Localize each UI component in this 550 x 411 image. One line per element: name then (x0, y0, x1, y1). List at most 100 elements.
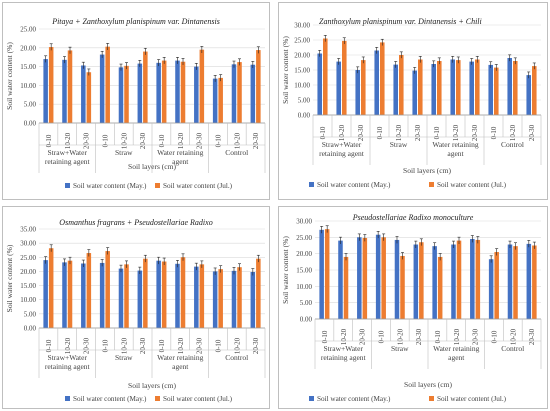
legend-swatch (65, 183, 70, 188)
y-tick-label: 20.00 (20, 44, 36, 52)
bar-jul (143, 51, 148, 124)
legend-label: Soil water content (May.) (317, 181, 391, 189)
group-label: Straw (115, 148, 133, 157)
y-axis-label: Soil water content (%) (5, 244, 14, 312)
x-tick-label: 20-30 (139, 337, 147, 354)
bar-may (431, 64, 436, 115)
bar-may (137, 63, 143, 123)
group-label: agent (448, 353, 465, 362)
bar-jul (418, 59, 423, 115)
x-tick-label: 20-30 (414, 124, 422, 141)
bar-chart: 0.00 5.00 10.00 15.00 20.00 25.00 Soil water c… (5, 26, 266, 190)
chart-panel-pitaya: Pitaya + Zanthoxylum planispinum var. Di… (2, 2, 270, 200)
group-label: Water retaining (432, 140, 478, 149)
bar-may (393, 64, 398, 115)
group-label: Straw (391, 344, 409, 353)
bar-may (194, 66, 199, 123)
legend-label: Soil water content (Jul.) (437, 395, 507, 403)
y-tick-label: 15.00 (20, 282, 36, 290)
bar-may (250, 271, 256, 328)
y-tick-label: 25.00 (20, 26, 36, 34)
x-tick-label: 10-20 (233, 337, 241, 354)
bar-chart: 0.00 5.00 10.00 15.00 20.00 25.00 30.00 35.00 So… (5, 226, 266, 403)
x-axis-label: Soil layers (cm) (404, 380, 452, 389)
y-tick-label: 10.00 (296, 283, 312, 291)
bar-may (507, 58, 512, 115)
bar-jul (161, 60, 167, 123)
bar-may (469, 61, 474, 115)
x-tick-label: 20-30 (196, 337, 204, 354)
x-tick-label: 20-30 (357, 124, 365, 141)
bar-may (43, 260, 48, 328)
bar-jul (256, 50, 261, 123)
legend-label: Soil water content (May.) (317, 395, 391, 403)
x-tick-label: 0-10 (214, 134, 222, 147)
y-tick-label: 35.00 (20, 226, 36, 234)
y-tick-label: 25.00 (296, 234, 312, 242)
chart-title: Zanthoxylum planispinum var. Dintanensis… (319, 17, 482, 26)
y-tick-label: 15.00 (294, 67, 310, 75)
y-axis-label: Soil water content (%) (281, 236, 290, 304)
y-tick-label: 5.00 (300, 299, 313, 307)
bar-jul (180, 61, 186, 123)
y-tick-label: 5.00 (298, 97, 311, 105)
bar-may (194, 266, 199, 328)
x-tick-label: 0-10 (214, 339, 222, 352)
x-tick-label: 0-10 (433, 126, 441, 139)
y-tick-label: 10.00 (20, 296, 36, 304)
bar-may (394, 239, 400, 319)
y-tick-label: 15.00 (296, 267, 312, 275)
bar-may (250, 64, 256, 123)
x-tick-label: 20-30 (196, 132, 204, 149)
y-tick-label: 10.00 (20, 82, 36, 90)
legend-swatch (429, 396, 434, 401)
x-tick-label: 10-20 (509, 124, 517, 141)
x-tick-label: 10-20 (396, 328, 404, 345)
bar-jul (67, 50, 73, 123)
x-tick-label: 10-20 (64, 337, 72, 354)
x-tick-label: 0-10 (490, 330, 498, 343)
bar-may (413, 244, 419, 319)
bar-may (62, 262, 67, 328)
x-tick-label: 0-10 (321, 330, 329, 343)
chart-title: Pitaya + Zanthoxylum planispinum var. Di… (52, 17, 220, 26)
bar-jul (532, 66, 537, 115)
x-tick-label: 10-20 (395, 124, 403, 141)
chart-panel-pseudostellariae: Pseudostellariae Radixo monoculture 0.00… (278, 206, 548, 409)
bar-may (231, 64, 237, 123)
bar-may (526, 75, 531, 115)
x-tick-label: 0-10 (434, 330, 442, 343)
bar-jul (67, 260, 73, 328)
bar-may (451, 244, 456, 319)
bar-jul (437, 61, 442, 115)
y-axis-label: Soil water content (%) (5, 42, 14, 110)
x-tick-label: 10-20 (338, 124, 346, 141)
legend-swatch (155, 183, 160, 188)
y-tick-label: 15.00 (20, 63, 36, 71)
x-tick-label: 0-10 (158, 339, 166, 352)
x-tick-label: 20-30 (83, 132, 91, 149)
x-tick-label: 0-10 (377, 330, 385, 343)
y-tick-label: 25.00 (20, 254, 36, 262)
bar-jul (105, 46, 110, 124)
bar-may (412, 70, 417, 115)
bar-jul (362, 237, 368, 319)
x-tick-label: 10-20 (120, 337, 128, 354)
x-tick-label: 10-20 (452, 124, 460, 141)
bar-may (507, 244, 513, 319)
x-tick-label: 0-10 (376, 126, 384, 139)
bar-jul (218, 269, 223, 328)
bar-may (319, 229, 324, 319)
x-tick-label: 0-10 (158, 134, 166, 147)
x-tick-label: 10-20 (340, 328, 348, 345)
group-label: Straw+Water (48, 148, 88, 157)
x-tick-label: 0-10 (101, 134, 109, 147)
legend-label: Soil water content (May.) (73, 182, 147, 190)
bar-jul (323, 38, 328, 115)
group-label: Straw+Water (322, 140, 362, 149)
bar-jul (361, 60, 366, 115)
x-tick-label: 10-20 (233, 132, 241, 149)
group-label: agent (447, 149, 464, 158)
bar-jul (475, 239, 481, 319)
bar-jul (380, 42, 385, 115)
